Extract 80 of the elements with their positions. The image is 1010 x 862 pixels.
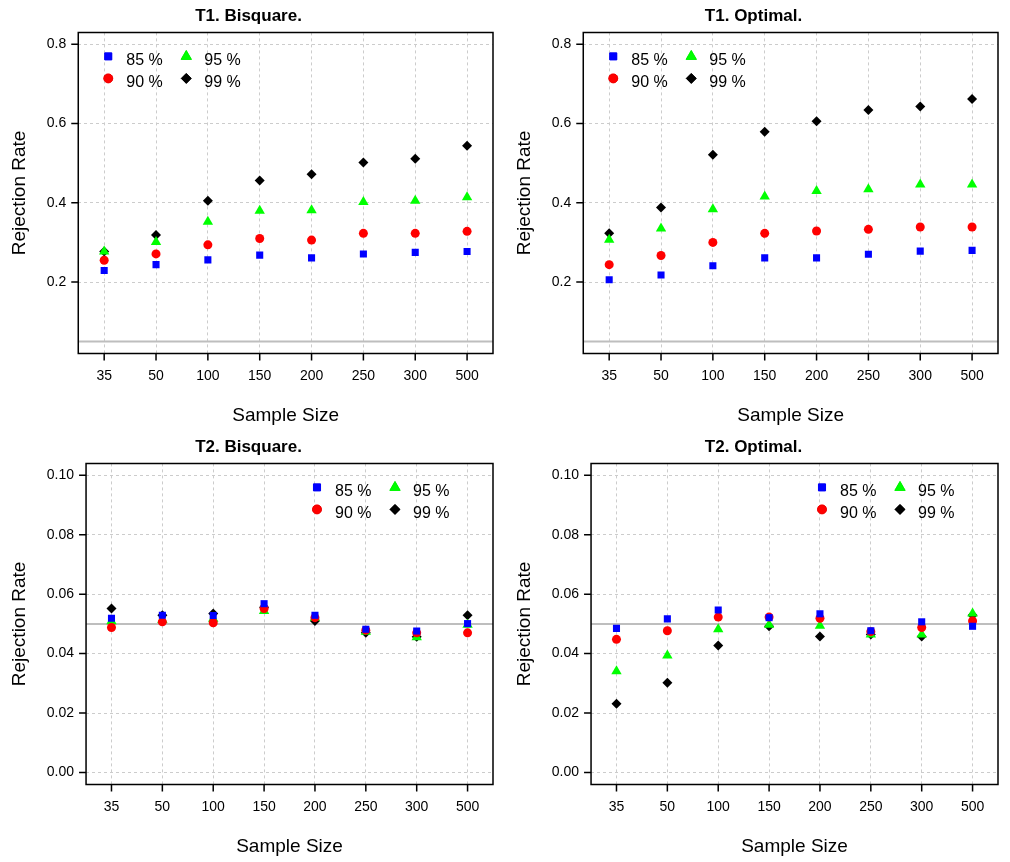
y-tick-label: 0.08 [551, 525, 580, 542]
legend-label: 85 % [126, 50, 163, 68]
x-tick-label: 100 [196, 366, 220, 383]
x-tick-label: 500 [455, 366, 479, 383]
legend-label: 90 % [126, 72, 163, 90]
y-axis-title: Rejection Rate [512, 130, 534, 256]
legend-label: 90 % [840, 503, 877, 521]
legend-label: 95 % [918, 481, 955, 499]
x-tick-label: 500 [960, 797, 985, 814]
legend-label: 85 % [335, 481, 372, 499]
x-tick-label: 100 [701, 366, 725, 383]
x-tick-label: 35 [608, 797, 625, 814]
x-tick-label: 50 [154, 797, 171, 814]
y-tick-label: 0.06 [46, 585, 75, 602]
y-tick-label: 0.00 [551, 763, 580, 780]
chart-title: T1. Optimal. [704, 5, 803, 25]
legend-label: 85 % [631, 50, 668, 68]
legend-label: 99 % [709, 72, 746, 90]
y-tick-label: 0.06 [551, 585, 580, 602]
x-tick-label: 200 [299, 366, 324, 383]
x-tick-label: 300 [403, 366, 428, 383]
legend-label: 99 % [918, 503, 955, 521]
y-tick-label: 0.6 [551, 114, 572, 131]
x-tick-label: 150 [248, 366, 272, 383]
y-tick-label: 0.6 [46, 114, 67, 131]
chart-title: T2. Bisquare. [195, 436, 302, 456]
x-tick-label: 150 [753, 366, 777, 383]
x-tick-label: 100 [201, 797, 226, 814]
y-tick-label: 0.2 [551, 272, 572, 289]
legend-label: 85 % [840, 481, 877, 499]
y-tick-label: 0.00 [46, 763, 75, 780]
y-tick-label: 0.10 [46, 466, 75, 483]
x-tick-label: 200 [303, 797, 327, 814]
x-tick-label: 500 [960, 366, 984, 383]
x-axis-title: Sample Size [236, 834, 343, 856]
y-tick-label: 0.10 [551, 466, 580, 483]
x-tick-label: 35 [601, 366, 618, 383]
legend-label: 99 % [413, 503, 450, 521]
x-tick-label: 100 [706, 797, 731, 814]
x-tick-label: 200 [808, 797, 832, 814]
chart-title: T2. Optimal. [704, 436, 803, 456]
x-tick-label: 150 [252, 797, 276, 814]
y-tick-label: 0.04 [46, 644, 75, 661]
y-tick-label: 0.4 [551, 193, 572, 210]
x-tick-label: 50 [659, 797, 676, 814]
y-tick-label: 0.08 [46, 525, 75, 542]
x-tick-label: 250 [351, 366, 376, 383]
x-tick-label: 250 [856, 366, 881, 383]
x-axis-title: Sample Size [741, 834, 848, 856]
x-tick-label: 50 [148, 366, 165, 383]
legend-label: 95 % [204, 50, 241, 68]
legend-label: 90 % [335, 503, 372, 521]
x-tick-label: 300 [405, 797, 429, 814]
x-axis-title: Sample Size [737, 403, 844, 425]
x-tick-label: 150 [757, 797, 781, 814]
chart-title: T1. Bisquare. [195, 5, 302, 25]
x-tick-label: 35 [96, 366, 113, 383]
x-tick-label: 250 [354, 797, 378, 814]
legend-label: 95 % [709, 50, 746, 68]
y-tick-label: 0.8 [551, 35, 572, 52]
legend-label: 90 % [631, 72, 668, 90]
y-axis-title: Rejection Rate [512, 561, 534, 687]
x-tick-label: 50 [653, 366, 670, 383]
y-tick-label: 0.8 [46, 35, 67, 52]
x-tick-label: 200 [804, 366, 829, 383]
y-tick-label: 0.02 [46, 703, 75, 720]
legend-label: 99 % [204, 72, 241, 90]
y-axis-title: Rejection Rate [7, 130, 29, 256]
y-tick-label: 0.4 [46, 193, 67, 210]
legend-label: 95 % [413, 481, 450, 499]
y-tick-label: 0.04 [551, 644, 580, 661]
y-axis-title: Rejection Rate [7, 561, 29, 687]
x-tick-label: 35 [103, 797, 120, 814]
x-tick-label: 250 [859, 797, 883, 814]
x-tick-label: 500 [455, 797, 480, 814]
x-axis-title: Sample Size [232, 403, 339, 425]
y-tick-label: 0.02 [551, 703, 580, 720]
x-tick-label: 300 [910, 797, 934, 814]
y-tick-label: 0.2 [46, 272, 67, 289]
x-tick-label: 300 [908, 366, 933, 383]
